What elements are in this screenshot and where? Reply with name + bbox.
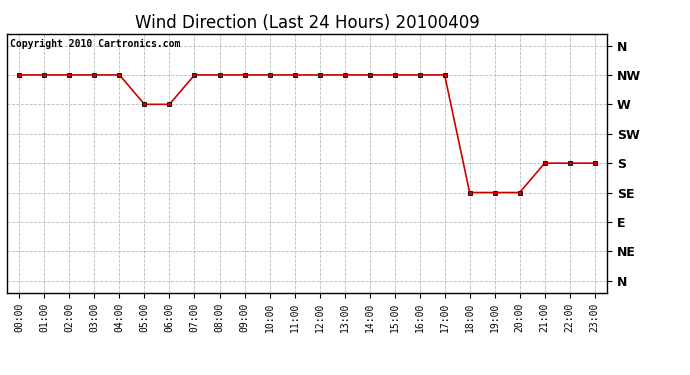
Title: Wind Direction (Last 24 Hours) 20100409: Wind Direction (Last 24 Hours) 20100409 [135,14,480,32]
Text: Copyright 2010 Cartronics.com: Copyright 2010 Cartronics.com [10,39,180,49]
